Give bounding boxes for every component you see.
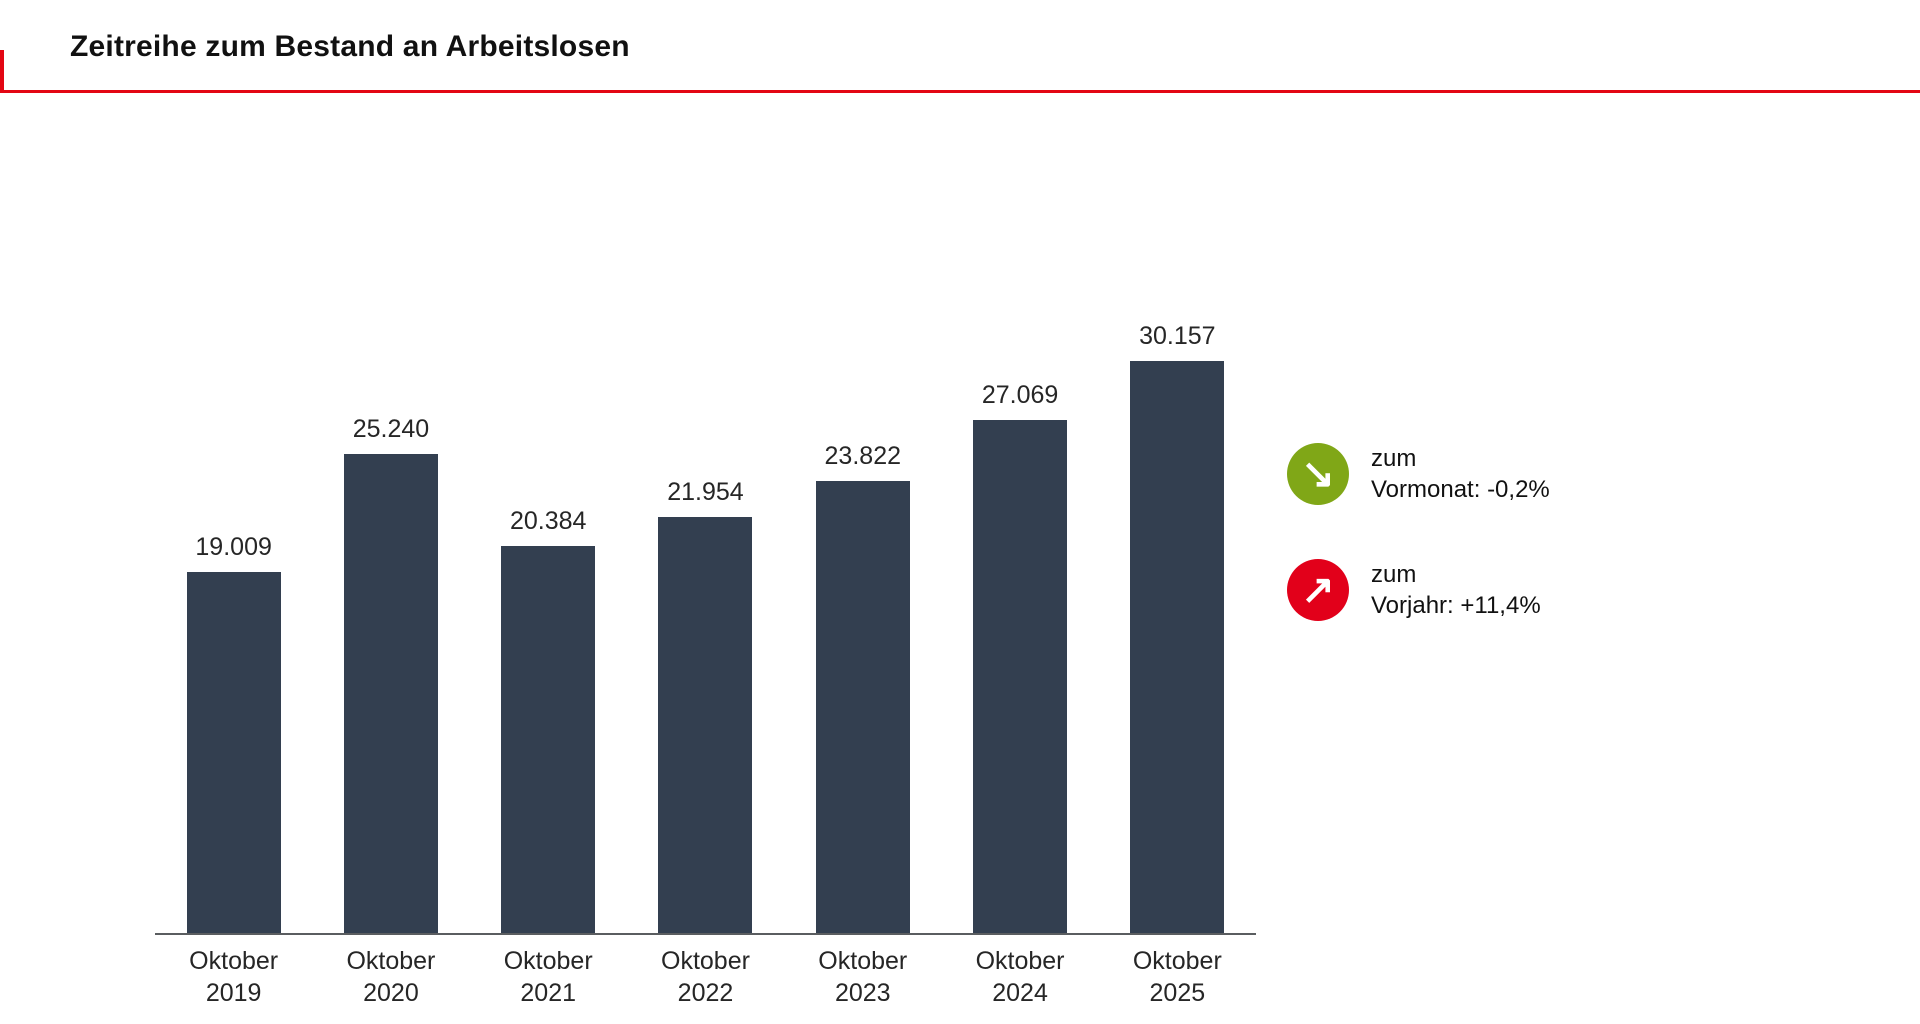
legend-item-vormonat: ↘ zum Vormonat: -0,2% <box>1287 443 1550 505</box>
x-tick-label: Oktober 2023 <box>818 947 908 1007</box>
bar <box>658 517 753 933</box>
bar-column: 20.384 <box>470 507 627 933</box>
bar-column: 19.009 <box>155 533 312 933</box>
legend-item-vorjahr: ↗ zum Vorjahr: +11,4% <box>1287 559 1550 621</box>
x-axis-labels: Oktober 2019 Oktober 2020 Oktober 2021 Okto… <box>155 945 1256 1009</box>
page-title: Zeitreihe zum Bestand an Arbeitslosen <box>70 30 630 63</box>
bar-chart: 19.009 25.240 20.384 21.954 23.822 27.069 30.1… <box>155 235 1256 1009</box>
legend-text-vormonat: zum Vormonat: -0,2% <box>1371 443 1550 505</box>
bar-column: 21.954 <box>627 478 784 933</box>
red-accent-tick <box>0 50 4 93</box>
legend: ↘ zum Vormonat: -0,2% ↗ zum Vorjahr: +11… <box>1287 443 1550 621</box>
x-tick-label: Oktober 2025 <box>1132 947 1222 1007</box>
bar-value-label: 21.954 <box>667 478 744 506</box>
trend-up-right-icon: ↗ <box>1287 559 1349 621</box>
bar-column: 25.240 <box>312 415 469 933</box>
bar <box>815 481 910 933</box>
bar <box>501 546 596 933</box>
bar-value-label: 25.240 <box>352 415 430 443</box>
bar-value-label: 30.157 <box>1139 322 1216 350</box>
bar-value-label: 27.069 <box>981 381 1059 409</box>
bar <box>343 454 438 933</box>
legend-line-1: zum <box>1371 561 1417 588</box>
x-tick-label: Oktober 2021 <box>503 947 593 1007</box>
x-tick-label: Oktober 2020 <box>346 947 436 1007</box>
x-tick-label: Oktober 2019 <box>189 947 279 1007</box>
x-tick-label: Oktober 2024 <box>975 947 1065 1007</box>
legend-line-2: Vormonat: -0,2% <box>1371 476 1550 503</box>
legend-line-2: Vorjahr: +11,4% <box>1371 592 1541 619</box>
plot-area: 19.009 25.240 20.384 21.954 23.822 27.069 30.1… <box>155 235 1256 935</box>
header-rule <box>0 90 1920 93</box>
legend-text-vorjahr: zum Vorjahr: +11,4% <box>1371 559 1541 621</box>
x-tick-label: Oktober 2022 <box>661 947 750 1007</box>
bar-value-label: 20.384 <box>509 507 587 535</box>
bar-value-label: 23.822 <box>824 442 901 470</box>
bar <box>973 420 1068 933</box>
bar-column: 30.157 <box>1099 322 1256 933</box>
bar-column: 23.822 <box>784 442 941 933</box>
bar-column: 27.069 <box>941 381 1098 933</box>
legend-line-1: zum <box>1371 445 1417 472</box>
bar-value-label: 19.009 <box>195 533 272 561</box>
bar <box>1130 361 1225 933</box>
trend-down-right-icon: ↘ <box>1287 443 1349 505</box>
bar <box>186 572 281 933</box>
